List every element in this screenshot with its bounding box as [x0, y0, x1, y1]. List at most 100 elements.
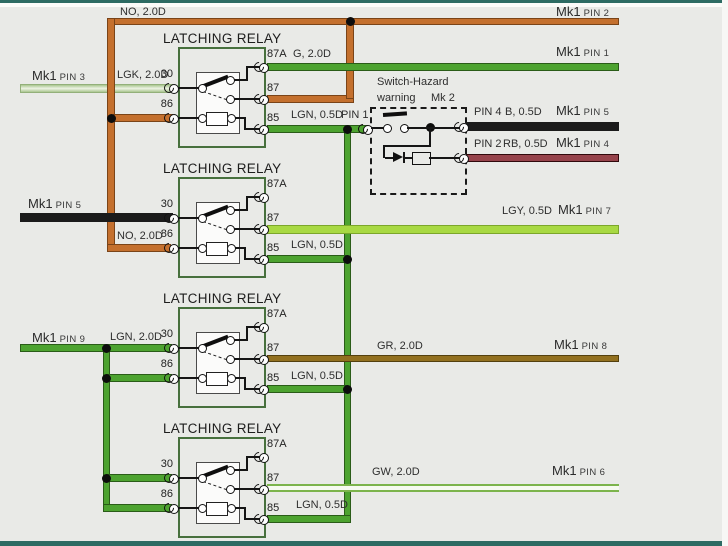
connector-name: Mk1 — [552, 463, 577, 478]
wire-gr-mk1-pin8 — [267, 355, 619, 362]
label-lgn-relay4: LGN, 0.5D — [296, 499, 348, 511]
terminal-87-connector — [258, 354, 269, 365]
frame-top-white — [0, 3, 728, 7]
relay-coil — [206, 372, 228, 386]
label-gr: GR, 2.0D — [377, 340, 423, 352]
label-hazard-title-2: warning — [377, 92, 416, 104]
terminal-30-connector — [168, 83, 179, 94]
label-no-relay2: NO, 2.0D — [117, 230, 163, 242]
junction-dot — [101, 473, 111, 483]
terminal-label-t87a: 87A — [267, 438, 287, 450]
connector-name: Mk1 — [28, 196, 53, 211]
terminal-label-t87: 87 — [267, 472, 280, 484]
relay-wire-segment — [233, 79, 247, 81]
terminal-label-t30: 30 — [160, 328, 173, 340]
connector-name: Mk1 — [554, 337, 579, 352]
terminal-86-connector — [168, 503, 179, 514]
terminal-87-connector — [258, 224, 269, 235]
label-b-wire: B, 0.5D — [505, 106, 542, 118]
pin-number: PIN 2 — [583, 8, 610, 19]
pin-number: PIN 3 — [59, 72, 86, 83]
junction-dot — [342, 384, 352, 394]
terminal-87a-connector — [258, 192, 269, 203]
wire-lgn-relay4-86-elbow — [103, 504, 172, 512]
label-pin2: PIN 2 — [474, 138, 502, 150]
terminal-label-t86: 86 — [160, 98, 173, 110]
terminal-30-connector — [168, 343, 179, 354]
label-mk1-pin4: Mk1 PIN 4 — [556, 135, 609, 150]
label-lgk: LGK, 2.0D — [117, 69, 169, 81]
terminal-30-connector — [168, 473, 179, 484]
relay-contact-circle — [198, 474, 207, 483]
relay-title: LATCHING RELAY — [163, 31, 282, 46]
wire-no-relay1-87-vertical — [346, 22, 354, 99]
label-lgn-relay1: LGN, 0.5D — [291, 109, 343, 121]
relay-contact-circle — [226, 95, 235, 104]
label-pin4: PIN 4 — [474, 106, 502, 118]
hazard-pin1-connector — [363, 125, 373, 135]
junction-dot — [345, 16, 355, 26]
terminal-86-connector — [168, 113, 179, 124]
terminal-87-connector — [258, 484, 269, 495]
relay-wire-segment — [176, 117, 199, 119]
relay-wire-segment — [234, 247, 245, 249]
wire-lgn-relay4-30-tee — [106, 474, 172, 482]
wire-lgn-relay3-85 — [267, 385, 348, 393]
relay-wire-segment — [176, 217, 199, 219]
relay-wire-segment — [244, 117, 246, 130]
pin-number: PIN 1 — [583, 48, 610, 59]
label-mk1-pin7: Mk1 PIN 7 — [558, 202, 611, 217]
hazard-lamp-bar — [403, 152, 405, 163]
wire-lgn-relay3-86-tee — [106, 374, 172, 382]
terminal-label-t87: 87 — [267, 82, 280, 94]
relay-title: LATCHING RELAY — [163, 421, 282, 436]
relay-contact-circle — [226, 336, 235, 345]
terminal-label-t87a: 87A — [267, 178, 287, 190]
label-mk1-pin6: Mk1 PIN 6 — [552, 463, 605, 478]
relay-contact-circle — [226, 466, 235, 475]
relay-contact-circle — [227, 504, 236, 513]
frame-right-white — [722, 0, 728, 546]
relay-wire-segment — [176, 87, 199, 89]
terminal-85-connector — [258, 514, 269, 525]
relay-wire-segment — [233, 228, 263, 230]
terminal-label-t87: 87 — [267, 212, 280, 224]
terminal-label-t86: 86 — [160, 358, 173, 370]
wire-rb-mk1-pin4 — [466, 154, 619, 162]
hazard-wire — [405, 157, 412, 159]
label-lgn-relay3: LGN, 0.5D — [291, 370, 343, 382]
relay-wire-segment — [244, 507, 246, 520]
wire-lgn-relay4-85-elbow — [267, 515, 351, 523]
relay-wire-segment — [176, 247, 199, 249]
label-hazard-mk2: Mk 2 — [431, 92, 455, 104]
label-mk1-pin9: Mk1 PIN 9 — [32, 330, 85, 345]
wire-lgk-mk1-pin3 — [20, 84, 173, 93]
relay-contact-circle — [227, 374, 236, 383]
terminal-label-t85: 85 — [267, 242, 280, 254]
label-mk1-pin8: Mk1 PIN 8 — [554, 337, 607, 352]
relay-wire-segment — [233, 488, 263, 490]
terminal-label-t87a: 87A — [267, 308, 287, 320]
relay-contact-circle — [226, 225, 235, 234]
relay-wire-segment — [233, 469, 247, 471]
frame-top-teal — [0, 0, 728, 3]
hazard-pin4-connector — [459, 123, 469, 133]
label-lgn-relay2: LGN, 0.5D — [291, 239, 343, 251]
junction-dot — [101, 343, 111, 353]
terminal-86-connector — [168, 373, 179, 384]
terminal-30-connector — [168, 213, 179, 224]
relay-coil — [206, 112, 228, 126]
terminal-label-t30: 30 — [160, 198, 173, 210]
terminal-label-t85: 85 — [267, 372, 280, 384]
wire-lgn-relay2-85 — [267, 255, 348, 263]
terminal-87a-connector — [258, 322, 269, 333]
relay-wire-segment — [246, 326, 248, 341]
wire-lgn-bus-left-vertical — [103, 344, 110, 512]
label-mk1-pin5-left: Mk1 PIN 5 — [28, 196, 81, 211]
hazard-wire — [429, 129, 431, 146]
hazard-lamp-icon — [393, 152, 403, 162]
terminal-85-connector — [258, 384, 269, 395]
wire-black-mk1-pin5-left — [20, 213, 173, 222]
wire-green-bus-right-vertical — [344, 125, 351, 523]
